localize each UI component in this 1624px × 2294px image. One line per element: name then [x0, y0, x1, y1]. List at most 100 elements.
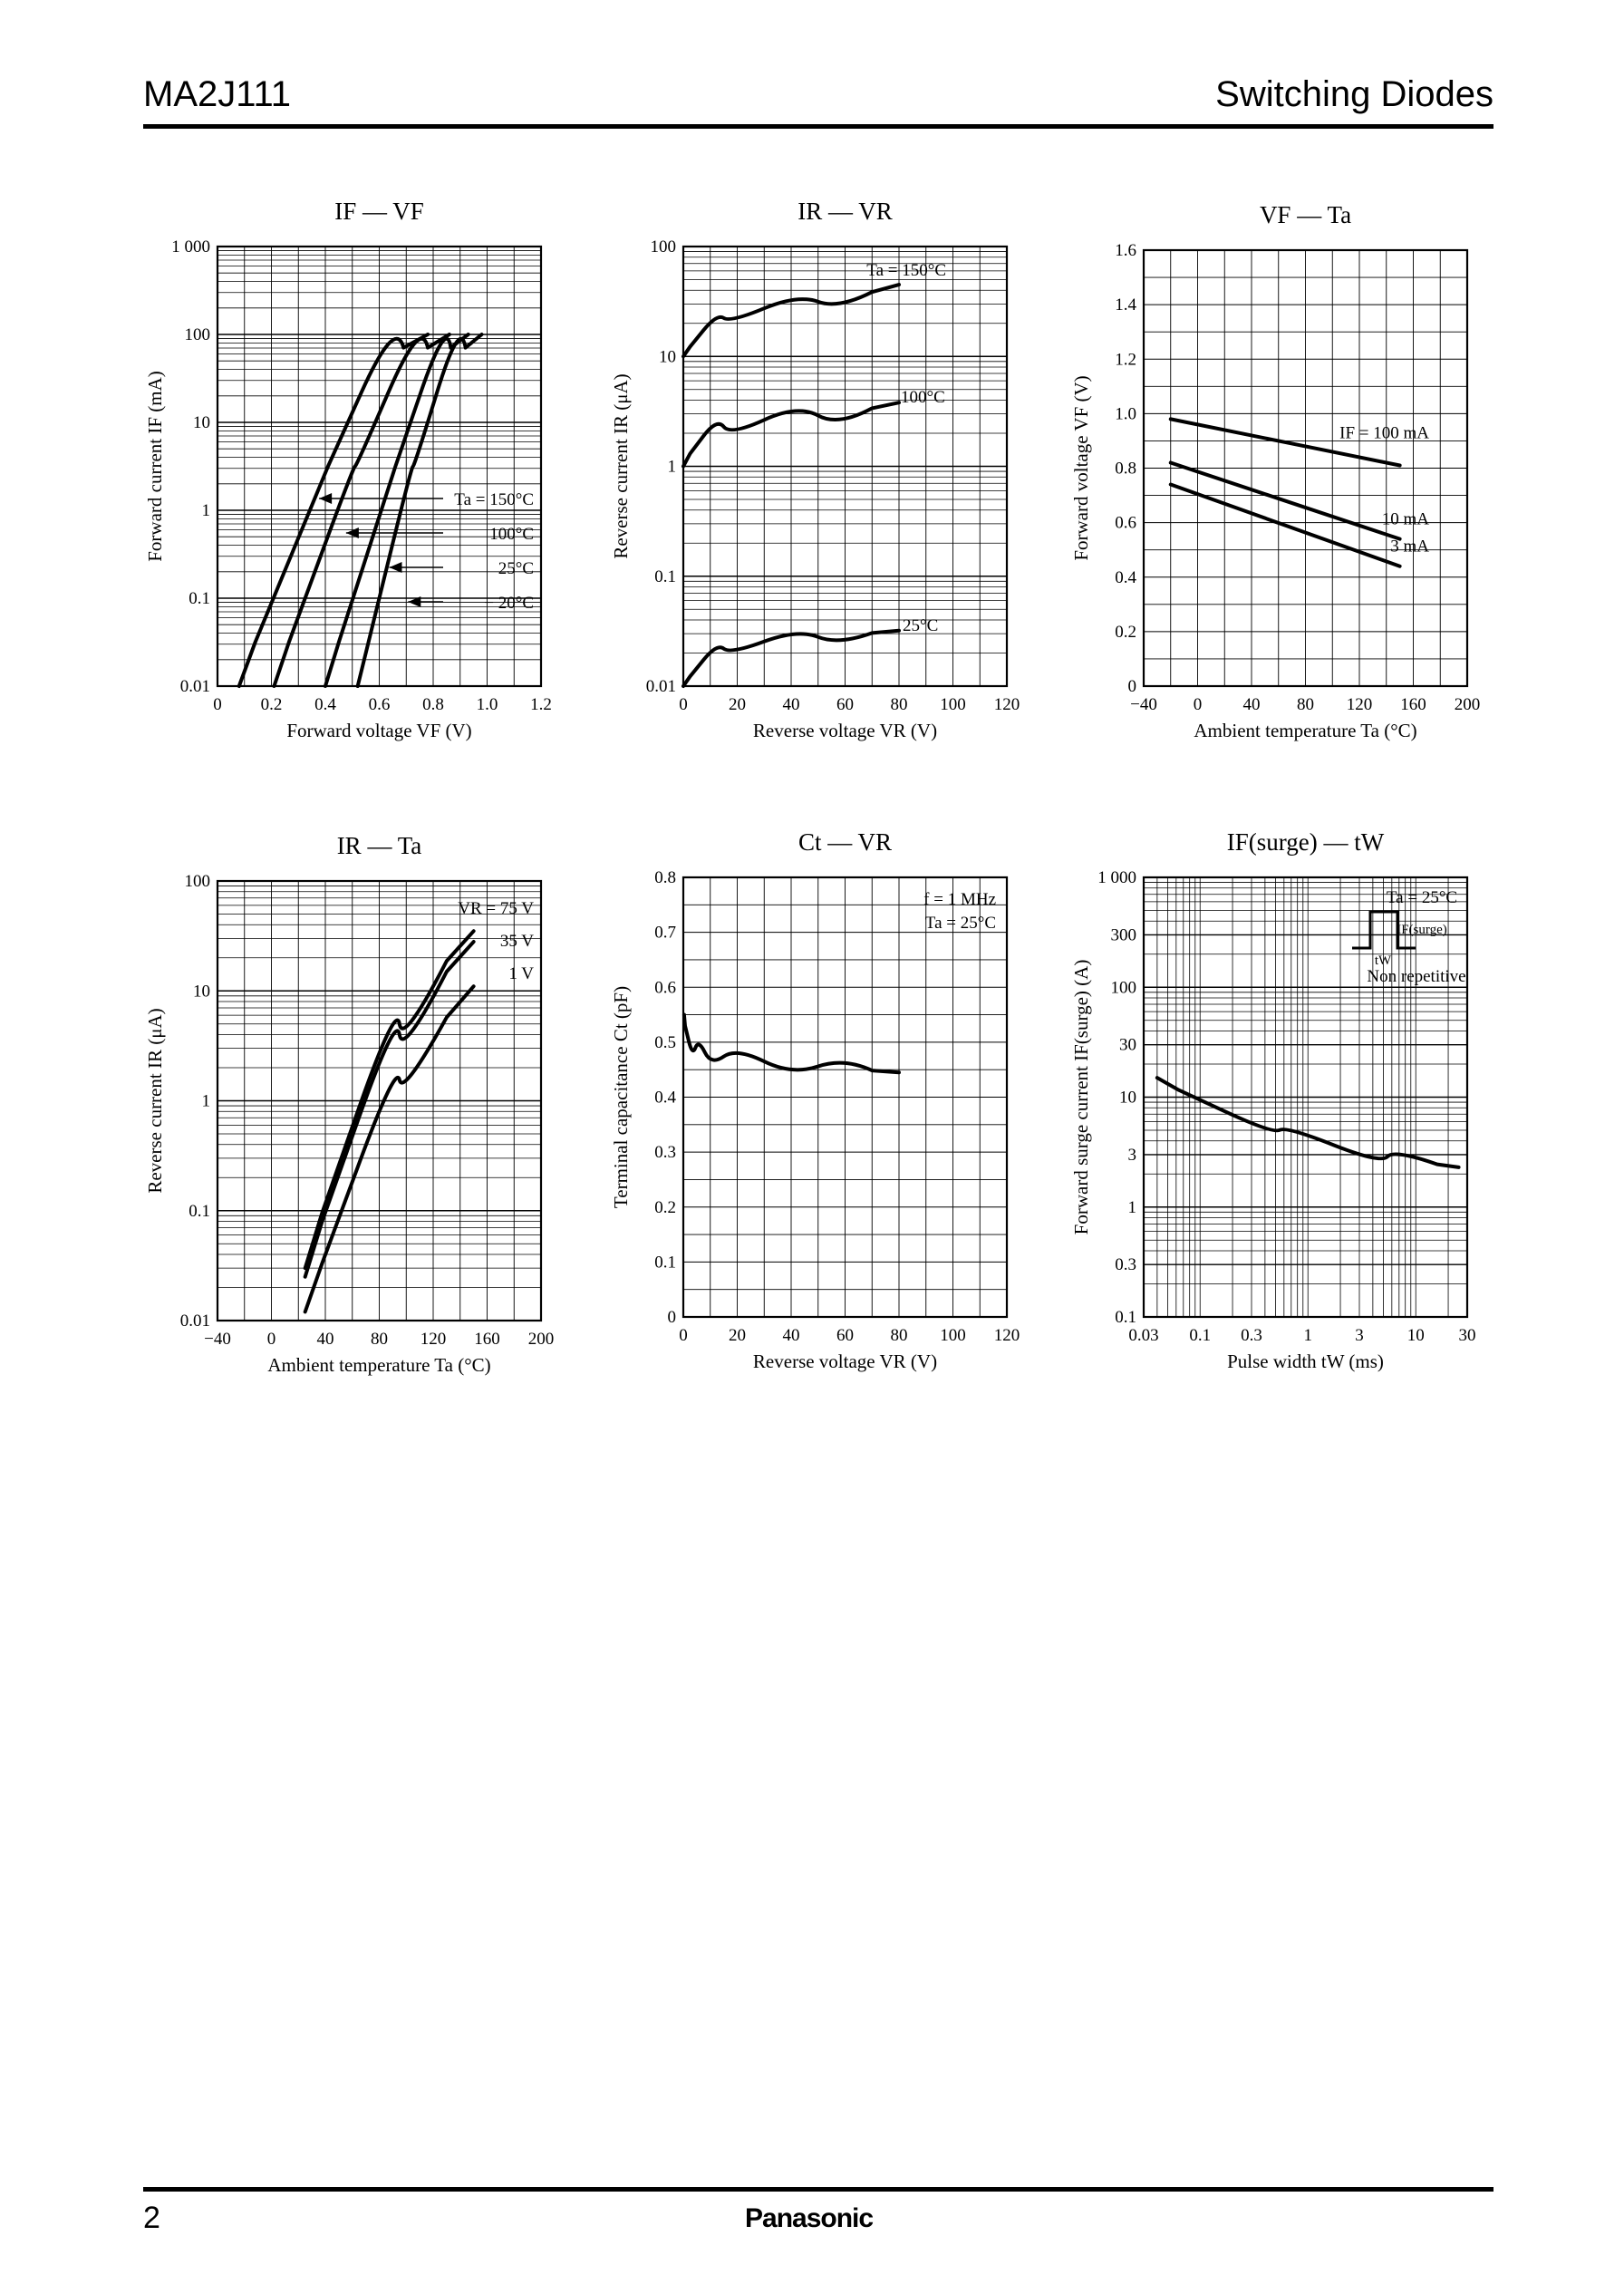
x-tick-label: 40 — [783, 1326, 800, 1345]
y-tick-label: 0.4 — [654, 1089, 676, 1108]
y-axis-label: Reverse current IR (μA) — [144, 1008, 166, 1193]
y-tick-label: 0.2 — [654, 1198, 676, 1217]
chart-title: IR — Ta — [337, 832, 422, 859]
y-tick-label: 0 — [668, 1308, 677, 1327]
y-tick-label: 100 — [1111, 978, 1137, 997]
y-tick-label: 1 000 — [171, 237, 210, 257]
series-label: 10 mA — [1382, 510, 1430, 529]
series-line — [272, 333, 451, 688]
brand-logo: Panasonic — [745, 2203, 874, 2233]
chart-title: Ct — VR — [798, 828, 892, 856]
series-line — [1155, 1076, 1461, 1169]
x-tick-label: 1 — [1303, 1326, 1312, 1345]
y-tick-label: 10 — [659, 347, 676, 366]
series-label: VR = 75 V — [458, 899, 534, 918]
x-tick-label: 0.8 — [422, 695, 444, 714]
series-line — [1168, 460, 1402, 541]
y-tick-label: 3 — [1128, 1146, 1137, 1165]
y-tick-label: 0.1 — [654, 1253, 676, 1272]
x-tick-label: 120 — [994, 1326, 1020, 1345]
annotation: Non repetitive — [1367, 967, 1465, 986]
x-tick-label: 120 — [994, 695, 1020, 714]
series-line — [303, 984, 476, 1314]
y-axis-label: Forward current IF (mA) — [144, 371, 166, 562]
y-tick-label: 1 000 — [1097, 868, 1136, 887]
series-label: 35 V — [500, 932, 534, 951]
x-tick-label: 0.2 — [261, 695, 283, 714]
x-tick-label: 160 — [474, 1330, 500, 1349]
x-tick-label: 60 — [836, 695, 854, 714]
y-tick-label: 0.8 — [654, 868, 676, 887]
label-arrow — [389, 562, 402, 573]
chart-title: IF(surge) — tW — [1227, 828, 1385, 856]
y-tick-label: 10 — [193, 982, 210, 1001]
x-tick-label: 0 — [213, 695, 222, 714]
y-tick-label: 30 — [1119, 1036, 1136, 1055]
x-axis-label: Ambient temperature Ta (°C) — [267, 1354, 490, 1376]
plot-frame — [216, 879, 543, 1322]
x-tick-label: 1.0 — [477, 695, 498, 714]
series-line — [682, 401, 901, 469]
chart-5: 0 20 40 60 80 100 120 0 0.1 0.2 0.3 0.4 0.5 0.6 0.7 0.8… — [610, 828, 1020, 1372]
annotation: Ta = 25°C — [925, 914, 996, 933]
series-line — [1168, 417, 1402, 468]
y-tick-label: 0.5 — [654, 1033, 676, 1052]
series-label: 3 mA — [1390, 537, 1429, 557]
y-tick-label: 100 — [185, 872, 211, 891]
x-tick-label: 80 — [1297, 695, 1314, 714]
y-tick-label: 1 — [1128, 1198, 1137, 1217]
label-arrow — [345, 528, 359, 538]
x-tick-label: 0.03 — [1128, 1326, 1158, 1345]
y-tick-label: 1 — [202, 501, 211, 520]
series-line — [303, 929, 476, 1271]
x-tick-label: 200 — [528, 1330, 555, 1349]
y-axis-label: Reverse current IR (μA) — [610, 373, 632, 558]
y-tick-label: 0.4 — [1115, 568, 1136, 587]
x-axis-label: Reverse voltage VR (V) — [753, 1350, 937, 1372]
chart-4: −40 0 40 80 120 160 200 0.01 0.1 1 10 100 IR — Ta Amb… — [144, 832, 554, 1376]
x-axis-label: Reverse voltage VR (V) — [753, 720, 937, 741]
annotation: f = 1 MHz — [923, 890, 996, 909]
y-tick-label: 0.6 — [1115, 514, 1136, 533]
series-label: 25°C — [903, 616, 938, 635]
series-line — [682, 628, 901, 688]
y-tick-label: 100 — [185, 325, 211, 344]
x-tick-label: 3 — [1355, 1326, 1364, 1345]
x-axis-label: Forward voltage VF (V) — [286, 720, 471, 741]
x-tick-label: 0.4 — [314, 695, 336, 714]
y-tick-label: 0.1 — [1115, 1308, 1136, 1327]
series-label: 100°C — [901, 388, 945, 407]
y-tick-label: 0.1 — [188, 589, 210, 608]
category-title: Switching Diodes — [1215, 74, 1494, 114]
x-tick-label: 0.6 — [369, 695, 391, 714]
series-label: − 20°C — [484, 594, 534, 613]
series-line — [355, 333, 484, 688]
series-label: Ta = 150°C — [454, 490, 534, 509]
x-axis-label: Ambient temperature Ta (°C) — [1194, 720, 1416, 741]
x-tick-label: 80 — [891, 1326, 908, 1345]
y-tick-label: 0 — [1128, 677, 1137, 696]
chart-title: IR — VR — [798, 198, 893, 225]
x-tick-label: 0 — [679, 1326, 688, 1345]
x-tick-label: 60 — [836, 1326, 854, 1345]
x-tick-label: 200 — [1455, 695, 1481, 714]
plot-frame — [1142, 248, 1469, 688]
x-tick-label: 40 — [1243, 695, 1261, 714]
label-arrow — [408, 596, 421, 607]
y-tick-label: 0.01 — [180, 677, 210, 696]
x-tick-label: 0 — [1194, 695, 1203, 714]
x-tick-label: 40 — [783, 695, 800, 714]
series-line — [682, 1012, 901, 1075]
y-tick-label: 100 — [651, 237, 677, 257]
chart-2: 0 20 40 60 80 100 120 0.01 0.1 1 10 100 IR — VR Rever… — [610, 198, 1020, 741]
series-label: Ta = 150°C — [866, 261, 946, 280]
y-tick-label: 0.6 — [654, 978, 676, 997]
chart-3: −40 0 40 80 120 160 20000.20.40.60.81.01.21.41… — [1070, 201, 1480, 741]
plot-frame — [682, 876, 1009, 1319]
series-line — [303, 940, 476, 1279]
part-number: MA2J111 — [143, 74, 292, 114]
footer-rule — [143, 2187, 1494, 2192]
y-tick-label: 10 — [193, 413, 210, 432]
